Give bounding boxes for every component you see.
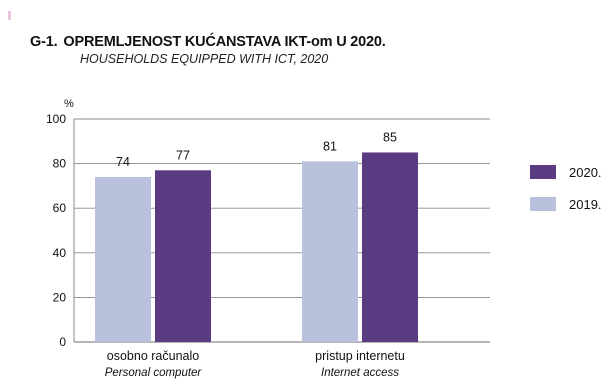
y-tick-label-0: 0 — [59, 335, 66, 349]
bar-2020-0 — [155, 170, 211, 342]
data-label-2020-0: 77 — [176, 148, 190, 162]
legend-item-2019: 2019. — [530, 194, 602, 214]
y-unit-label: % — [64, 98, 74, 110]
y-tick-label-100: 100 — [46, 112, 66, 126]
category-sublabel-1: Internet access — [321, 367, 399, 379]
accent-mark — [8, 11, 11, 20]
y-tick-label-80: 80 — [53, 157, 67, 171]
category-sublabel-0: Personal computer — [105, 367, 203, 379]
chart-title-text: OPREMLJENOST KUĆANSTAVA IKT-om U 2020. — [63, 34, 386, 50]
data-label-2019-0: 74 — [116, 155, 130, 169]
legend-swatch-2019 — [530, 197, 556, 211]
legend-label-2020: 2020. — [569, 164, 602, 180]
data-label-2019-1: 81 — [323, 139, 337, 153]
chart-number: G-1. — [30, 34, 58, 50]
chart-title: G-1. OPREMLJENOST KUĆANSTAVA IKT-om U 202… — [30, 34, 386, 50]
chart-subtitle: HOUSEHOLDS EQUIPPED WITH ICT, 2020 — [80, 52, 329, 66]
title-block: G-1. OPREMLJENOST KUĆANSTAVA IKT-om U 202… — [30, 34, 386, 66]
legend: 2020. 2019. — [530, 162, 602, 226]
data-label-2020-1: 85 — [383, 130, 397, 144]
bar-2020-1 — [362, 152, 418, 342]
category-label-1: pristup internetu — [315, 349, 405, 363]
legend-swatch-2020 — [530, 165, 556, 179]
y-tick-label-20: 20 — [53, 290, 67, 304]
legend-item-2020: 2020. — [530, 162, 602, 182]
bar-2019-0 — [95, 176, 151, 342]
category-label-0: osobno računalo — [107, 349, 199, 363]
legend-label-2019: 2019. — [569, 196, 602, 212]
bar-2019-1 — [302, 161, 358, 342]
y-tick-label-60: 60 — [53, 201, 67, 215]
y-tick-label-40: 40 — [53, 246, 67, 260]
